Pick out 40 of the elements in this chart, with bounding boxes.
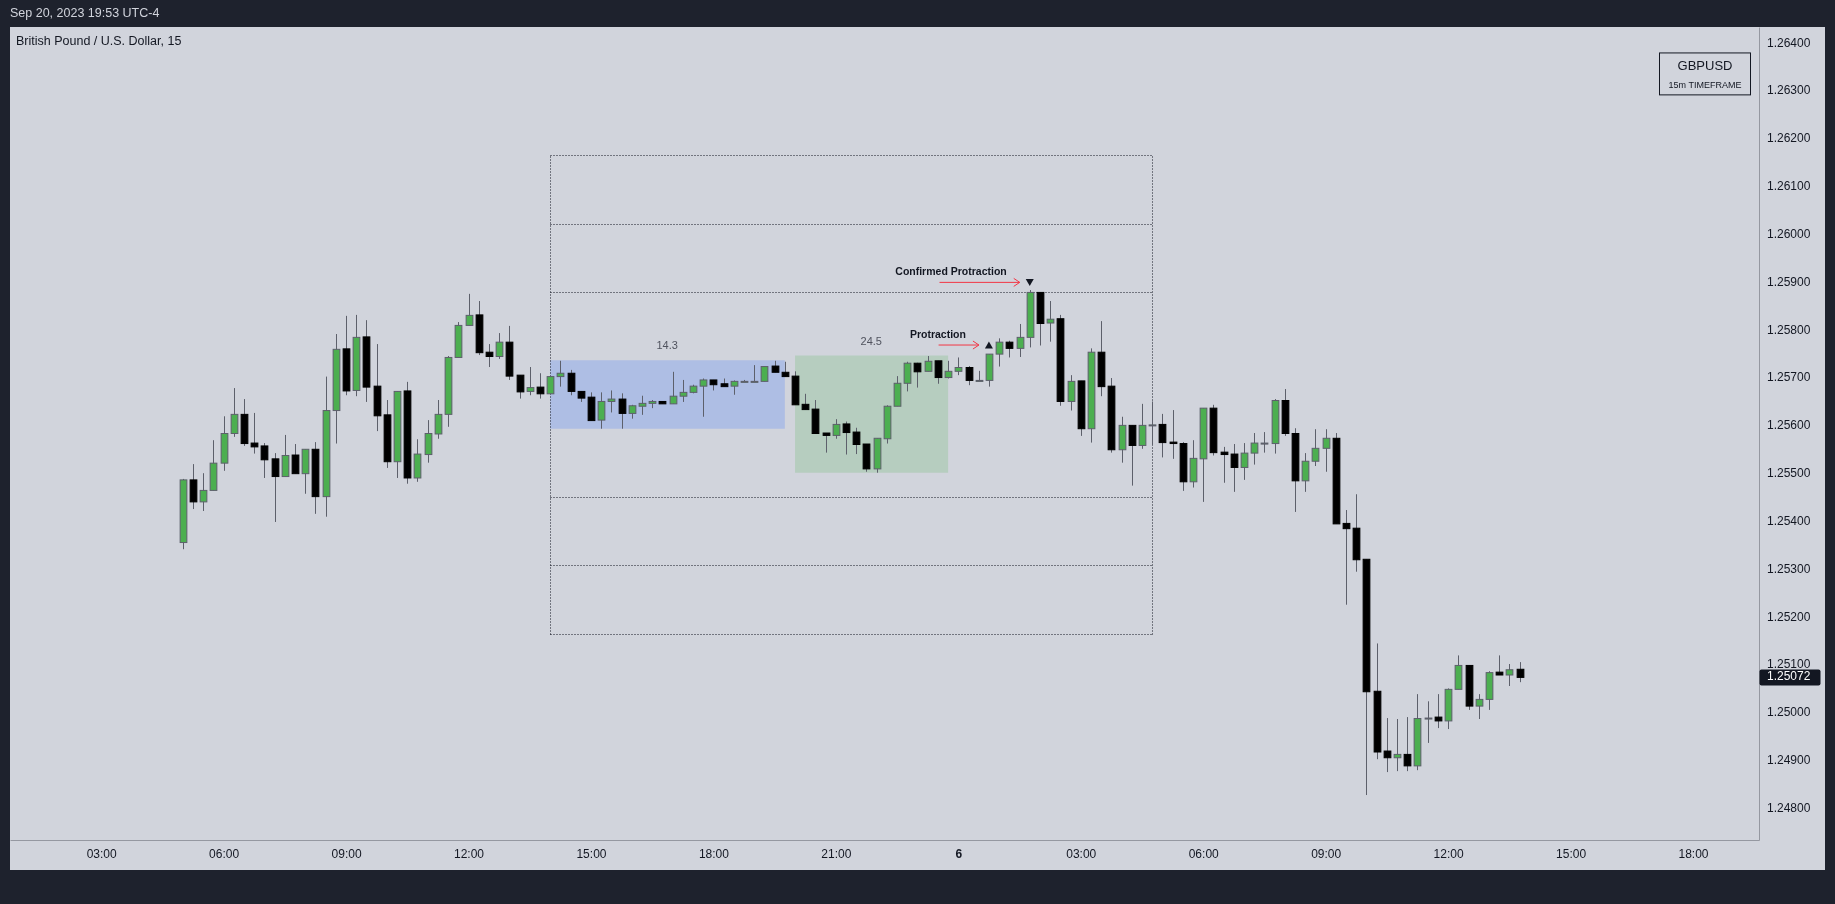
- y-tick-label: 1.25000: [1767, 705, 1811, 720]
- annotation: 24.5: [860, 334, 882, 347]
- y-tick-label: 1.26100: [1767, 179, 1811, 194]
- x-tick-label: 18:00: [698, 846, 730, 861]
- y-tick-label: 1.24900: [1767, 753, 1811, 767]
- annotation: Confirmed Protraction: [895, 265, 1007, 278]
- x-tick-label: 15:00: [1556, 846, 1587, 861]
- x-tick-label: 21:00: [821, 846, 852, 861]
- y-tick-label: 1.25300: [1767, 561, 1811, 576]
- x-tick-label: 15:00: [576, 846, 607, 861]
- y-tick-label: 1.25400: [1767, 513, 1811, 528]
- y-tick-label: 1.25700: [1767, 370, 1811, 385]
- annotation: 15m TIMEFRAME: [1668, 80, 1742, 91]
- y-tick-label: 1.25500: [1767, 466, 1811, 481]
- y-tick-label: 1.26400: [1767, 35, 1811, 50]
- x-tick-label: 06:00: [209, 846, 240, 861]
- annotation: GBPUSD: [1677, 58, 1733, 74]
- text: British Pound / U.S. Dollar, 15: [16, 34, 182, 49]
- y-tick-label: 1.26300: [1767, 83, 1811, 98]
- x-tick-label: 12:00: [453, 846, 485, 861]
- y-tick-label: 1.25900: [1767, 274, 1811, 289]
- y-tick-label: 1.25100: [1767, 657, 1811, 672]
- x-tick-label: 09:00: [331, 846, 362, 861]
- text: Sep 20, 2023 19:53 UTC-4: [10, 6, 160, 21]
- y-tick-label: 1.26000: [1767, 226, 1811, 241]
- text: 1.25072: [1767, 669, 1811, 684]
- annotation: 14.3: [656, 339, 678, 352]
- x-tick-label: 18:00: [1678, 846, 1709, 861]
- y-tick-label: 1.25600: [1767, 418, 1811, 433]
- x-tick-label: 09:00: [1311, 846, 1342, 861]
- x-tick-label: 03:00: [86, 846, 117, 861]
- y-tick-label: 1.24800: [1767, 800, 1811, 815]
- y-tick-label: 1.25800: [1767, 322, 1811, 337]
- annotation: Protraction: [909, 327, 966, 340]
- y-tick-label: 1.26200: [1767, 131, 1811, 146]
- x-tick-label: 12:00: [1433, 846, 1464, 861]
- x-tick-label: 03:00: [1066, 846, 1097, 861]
- y-tick-label: 1.25200: [1767, 609, 1811, 624]
- x-tick-label: 6: [955, 846, 963, 861]
- x-tick-label: 06:00: [1188, 846, 1220, 861]
